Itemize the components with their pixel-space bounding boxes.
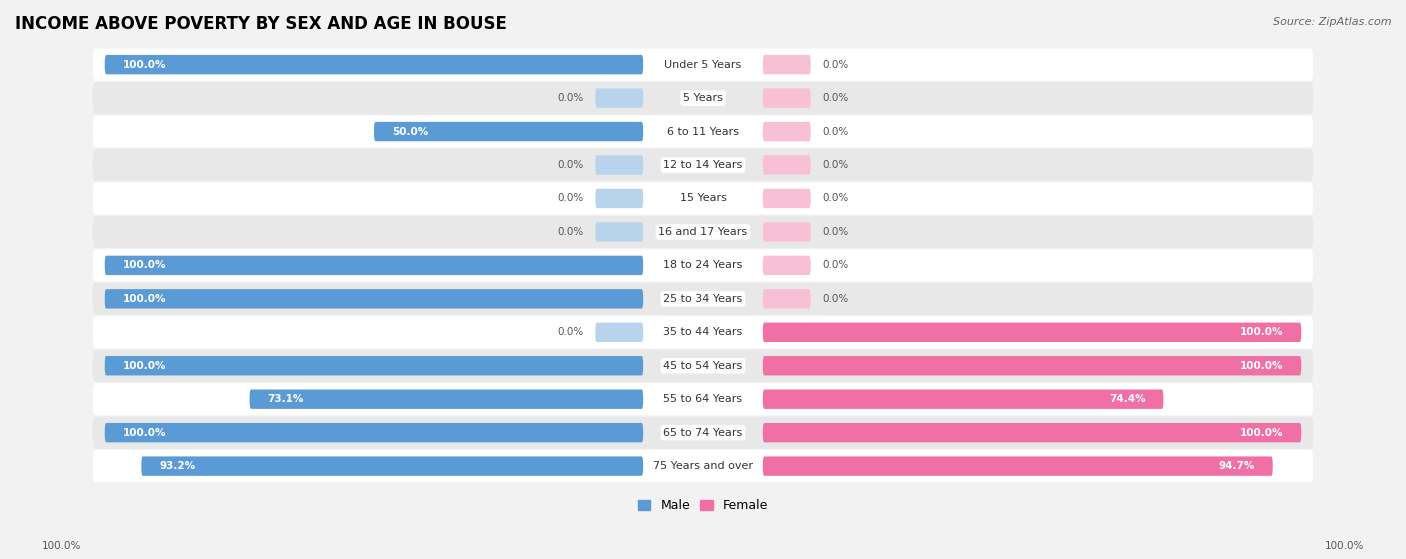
Text: 0.0%: 0.0% bbox=[823, 93, 849, 103]
Text: 50.0%: 50.0% bbox=[392, 126, 429, 136]
Text: 100.0%: 100.0% bbox=[122, 260, 166, 271]
Text: 0.0%: 0.0% bbox=[823, 193, 849, 203]
Text: 16 and 17 Years: 16 and 17 Years bbox=[658, 227, 748, 237]
Text: 100.0%: 100.0% bbox=[122, 60, 166, 70]
Text: 35 to 44 Years: 35 to 44 Years bbox=[664, 327, 742, 337]
FancyBboxPatch shape bbox=[763, 55, 811, 74]
Text: 0.0%: 0.0% bbox=[823, 160, 849, 170]
Legend: Male, Female: Male, Female bbox=[633, 494, 773, 517]
Text: 100.0%: 100.0% bbox=[1324, 541, 1364, 551]
FancyBboxPatch shape bbox=[763, 456, 1272, 476]
FancyBboxPatch shape bbox=[93, 383, 1313, 415]
FancyBboxPatch shape bbox=[595, 189, 643, 208]
Text: 0.0%: 0.0% bbox=[823, 60, 849, 70]
Text: 5 Years: 5 Years bbox=[683, 93, 723, 103]
Text: 100.0%: 100.0% bbox=[1240, 327, 1284, 337]
FancyBboxPatch shape bbox=[250, 390, 643, 409]
Text: 100.0%: 100.0% bbox=[1240, 361, 1284, 371]
Text: 12 to 14 Years: 12 to 14 Years bbox=[664, 160, 742, 170]
FancyBboxPatch shape bbox=[93, 182, 1313, 215]
FancyBboxPatch shape bbox=[104, 55, 643, 74]
Text: 100.0%: 100.0% bbox=[1240, 428, 1284, 438]
Text: 6 to 11 Years: 6 to 11 Years bbox=[666, 126, 740, 136]
FancyBboxPatch shape bbox=[763, 423, 1302, 442]
FancyBboxPatch shape bbox=[93, 116, 1313, 148]
FancyBboxPatch shape bbox=[763, 222, 811, 241]
Text: 0.0%: 0.0% bbox=[557, 93, 583, 103]
FancyBboxPatch shape bbox=[93, 49, 1313, 80]
FancyBboxPatch shape bbox=[93, 316, 1313, 348]
Text: 0.0%: 0.0% bbox=[823, 260, 849, 271]
Text: Under 5 Years: Under 5 Years bbox=[665, 60, 741, 70]
Text: 100.0%: 100.0% bbox=[122, 361, 166, 371]
FancyBboxPatch shape bbox=[93, 350, 1313, 382]
FancyBboxPatch shape bbox=[93, 149, 1313, 181]
FancyBboxPatch shape bbox=[93, 82, 1313, 114]
FancyBboxPatch shape bbox=[104, 423, 643, 442]
Text: 0.0%: 0.0% bbox=[557, 227, 583, 237]
Text: 25 to 34 Years: 25 to 34 Years bbox=[664, 294, 742, 304]
FancyBboxPatch shape bbox=[93, 283, 1313, 315]
FancyBboxPatch shape bbox=[763, 356, 1302, 376]
FancyBboxPatch shape bbox=[142, 456, 643, 476]
Text: 0.0%: 0.0% bbox=[557, 160, 583, 170]
Text: 0.0%: 0.0% bbox=[823, 126, 849, 136]
Text: 65 to 74 Years: 65 to 74 Years bbox=[664, 428, 742, 438]
FancyBboxPatch shape bbox=[763, 255, 811, 275]
Text: 55 to 64 Years: 55 to 64 Years bbox=[664, 394, 742, 404]
Text: 100.0%: 100.0% bbox=[122, 294, 166, 304]
Text: 15 Years: 15 Years bbox=[679, 193, 727, 203]
Text: 94.7%: 94.7% bbox=[1219, 461, 1254, 471]
FancyBboxPatch shape bbox=[595, 323, 643, 342]
Text: 93.2%: 93.2% bbox=[159, 461, 195, 471]
FancyBboxPatch shape bbox=[93, 450, 1313, 482]
FancyBboxPatch shape bbox=[93, 249, 1313, 281]
Text: INCOME ABOVE POVERTY BY SEX AND AGE IN BOUSE: INCOME ABOVE POVERTY BY SEX AND AGE IN B… bbox=[15, 15, 508, 33]
Text: 75 Years and over: 75 Years and over bbox=[652, 461, 754, 471]
FancyBboxPatch shape bbox=[374, 122, 643, 141]
FancyBboxPatch shape bbox=[104, 289, 643, 309]
FancyBboxPatch shape bbox=[763, 155, 811, 175]
FancyBboxPatch shape bbox=[595, 155, 643, 175]
Text: 74.4%: 74.4% bbox=[1109, 394, 1146, 404]
Text: 0.0%: 0.0% bbox=[823, 227, 849, 237]
FancyBboxPatch shape bbox=[93, 416, 1313, 449]
Text: 0.0%: 0.0% bbox=[557, 327, 583, 337]
FancyBboxPatch shape bbox=[104, 255, 643, 275]
FancyBboxPatch shape bbox=[763, 189, 811, 208]
FancyBboxPatch shape bbox=[763, 88, 811, 108]
Text: 45 to 54 Years: 45 to 54 Years bbox=[664, 361, 742, 371]
FancyBboxPatch shape bbox=[595, 222, 643, 241]
Text: 100.0%: 100.0% bbox=[42, 541, 82, 551]
Text: 73.1%: 73.1% bbox=[267, 394, 304, 404]
FancyBboxPatch shape bbox=[595, 88, 643, 108]
FancyBboxPatch shape bbox=[93, 216, 1313, 248]
Text: Source: ZipAtlas.com: Source: ZipAtlas.com bbox=[1274, 17, 1392, 27]
Text: 100.0%: 100.0% bbox=[122, 428, 166, 438]
Text: 0.0%: 0.0% bbox=[823, 294, 849, 304]
Text: 0.0%: 0.0% bbox=[557, 193, 583, 203]
FancyBboxPatch shape bbox=[763, 390, 1163, 409]
FancyBboxPatch shape bbox=[763, 289, 811, 309]
FancyBboxPatch shape bbox=[104, 356, 643, 376]
FancyBboxPatch shape bbox=[763, 323, 1302, 342]
FancyBboxPatch shape bbox=[763, 122, 811, 141]
Text: 18 to 24 Years: 18 to 24 Years bbox=[664, 260, 742, 271]
